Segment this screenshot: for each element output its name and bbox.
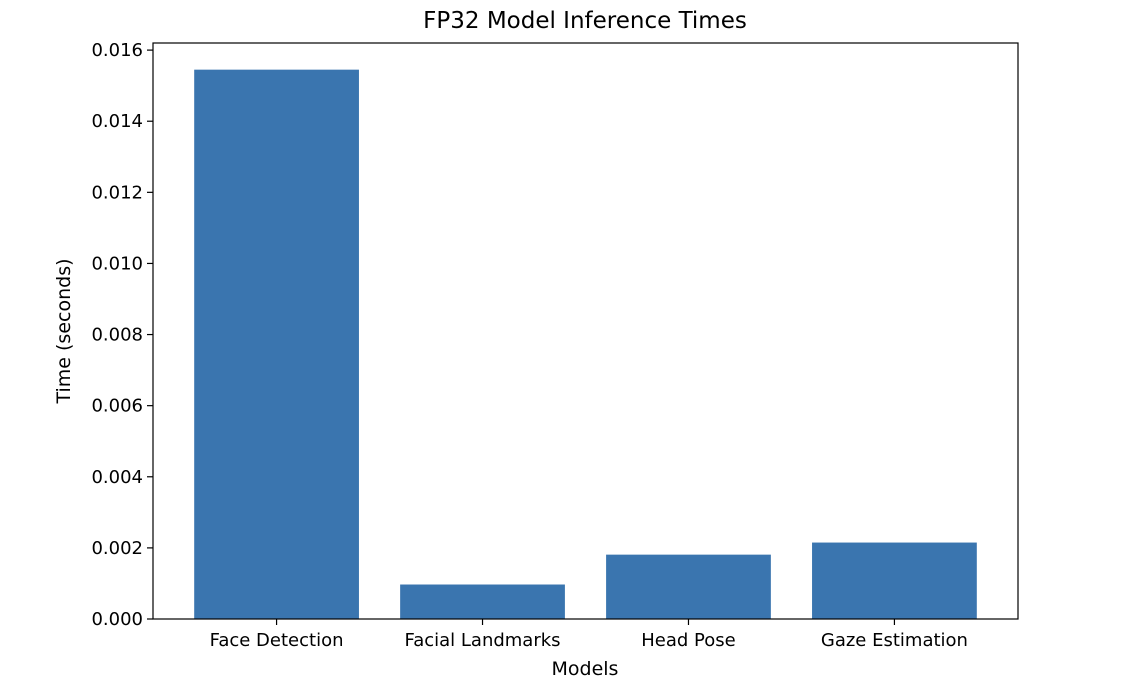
x-axis: Face Detection Facial Landmarks Head Pose G… — [210, 619, 968, 651]
x-axis-label: Models — [552, 658, 619, 680]
x-tick-label: Head Pose — [641, 630, 735, 651]
y-tick-label: 0.012 — [91, 182, 143, 203]
chart-title: FP32 Model Inference Times — [423, 8, 747, 34]
y-tick-label: 0.002 — [91, 538, 143, 559]
bar-facial-landmarks — [400, 584, 565, 619]
y-tick-label: 0.016 — [91, 40, 143, 61]
plot-frame — [152, 42, 1019, 620]
bar-face-detection — [194, 69, 359, 619]
y-tick-label: 0.000 — [91, 609, 143, 630]
bar-head-pose — [606, 554, 771, 619]
y-tick-label: 0.004 — [91, 467, 143, 488]
x-tick-label: Gaze Estimation — [821, 630, 968, 651]
bars-group — [194, 69, 977, 619]
y-tick-label: 0.006 — [91, 396, 143, 417]
y-tick-label: 0.008 — [91, 325, 143, 346]
x-tick-label: Face Detection — [210, 630, 344, 651]
y-tick-label: 0.010 — [91, 253, 143, 274]
y-axis: 0.000 0.002 0.004 0.006 0.008 0.010 0.012 0.014… — [91, 40, 153, 630]
x-tick-label: Facial Landmarks — [405, 630, 561, 651]
y-axis-label: Time (seconds) — [53, 258, 75, 404]
bar-gaze-estimation — [812, 542, 977, 619]
y-tick-label: 0.014 — [91, 111, 143, 132]
